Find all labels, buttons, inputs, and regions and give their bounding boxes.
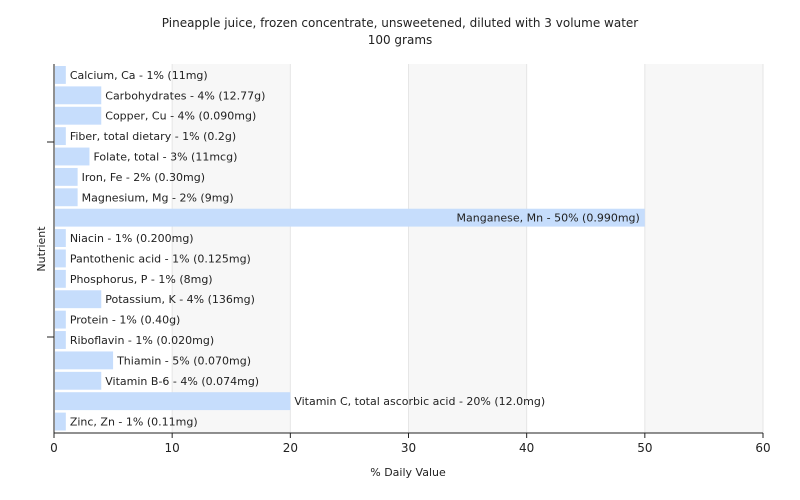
bar — [55, 167, 78, 186]
bar-label: Thiamin - 5% (0.070mg) — [116, 354, 251, 367]
x-tick-label: 10 — [165, 441, 180, 455]
bar-label: Zinc, Zn - 1% (0.11mg) — [70, 416, 198, 429]
x-axis-title: % Daily Value — [370, 466, 446, 479]
grid-band — [644, 64, 763, 433]
bar — [55, 331, 66, 349]
bar-label: Niacin - 1% (0.200mg) — [70, 232, 194, 245]
bar-label: Vitamin B-6 - 4% (0.074mg) — [105, 375, 259, 388]
bar — [55, 229, 66, 247]
x-tick-label: 60 — [755, 441, 770, 455]
bar — [55, 127, 66, 146]
bar — [55, 106, 102, 125]
bar — [55, 310, 66, 329]
bar-label: Copper, Cu - 4% (0.090mg) — [105, 110, 256, 123]
chart-subtitle: 100 grams — [368, 33, 433, 47]
x-axis-ticks: 0 10 20 30 40 50 60 — [50, 433, 771, 455]
y-axis-title: Nutrient — [35, 226, 48, 272]
bar-label: Protein - 1% (0.40g) — [70, 314, 181, 327]
chart-title: Pineapple juice, frozen concentrate, uns… — [162, 16, 638, 30]
bar — [55, 269, 66, 288]
grid-band — [408, 64, 527, 433]
bar — [55, 412, 66, 431]
bar — [55, 371, 102, 390]
bar — [55, 66, 66, 84]
x-tick-label: 30 — [401, 441, 416, 455]
bar-label: Carbohydrates - 4% (12.77g) — [105, 89, 265, 102]
gridlines — [171, 64, 764, 433]
bar-label: Pantothenic acid - 1% (0.125mg) — [70, 252, 251, 265]
bar — [55, 86, 102, 105]
bar-label: Potassium, K - 4% (136mg) — [105, 293, 255, 306]
bar-label: Vitamin C, total ascorbic acid - 20% (12… — [294, 395, 545, 408]
bar — [55, 351, 114, 370]
bar-label: Calcium, Ca - 1% (11mg) — [70, 69, 208, 82]
bar — [55, 249, 66, 268]
bar-label: Iron, Fe - 2% (0.30mg) — [82, 171, 205, 184]
bar-label: Riboflavin - 1% (0.020mg) — [70, 334, 214, 347]
x-tick-label: 20 — [283, 441, 298, 455]
bar — [55, 392, 291, 411]
bar — [55, 147, 90, 166]
bar-label: Fiber, total dietary - 1% (0.2g) — [70, 130, 236, 143]
bar-label: Magnesium, Mg - 2% (9mg) — [82, 191, 234, 204]
bar-label: Folate, total - 3% (11mcg) — [93, 151, 237, 164]
bar — [55, 188, 78, 207]
bar — [55, 208, 645, 227]
bar-label: Manganese, Mn - 50% (0.990mg) — [457, 212, 640, 225]
grid-band — [172, 64, 291, 433]
x-tick-label: 0 — [50, 441, 58, 455]
bar — [55, 290, 102, 309]
bar-label: Phosphorus, P - 1% (8mg) — [70, 273, 213, 286]
x-tick-label: 40 — [519, 441, 534, 455]
bars-group — [55, 66, 645, 431]
x-tick-label: 50 — [637, 441, 652, 455]
bar-labels-group: Calcium, Ca - 1% (11mg) Carbohydrates - 4… — [70, 69, 640, 429]
